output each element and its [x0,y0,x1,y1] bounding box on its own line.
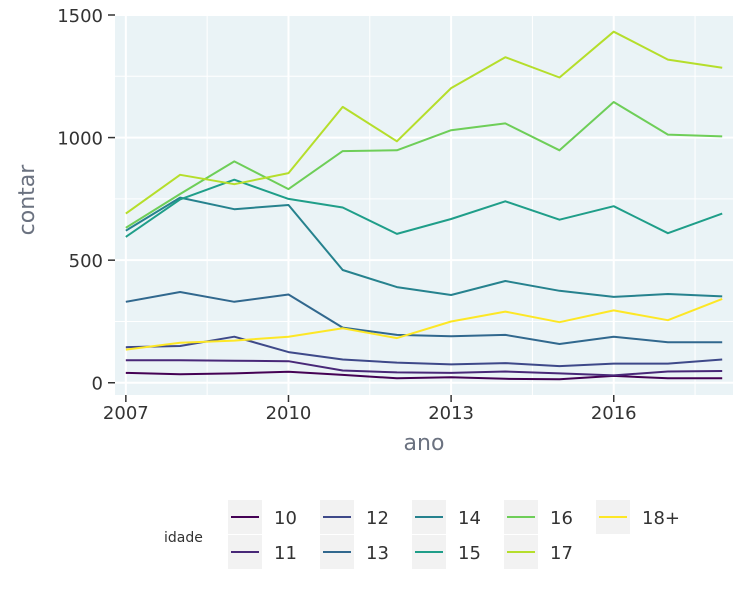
y-tick-label: 1000 [57,129,103,150]
legend-label: 16 [550,508,573,529]
series-lines [125,30,723,381]
y-tick-label: 1500 [57,6,103,27]
legend-label: 10 [274,508,297,529]
legend-label: 15 [458,543,481,564]
grid-minor [115,15,733,395]
x-tick-label: 2007 [103,403,149,424]
series-line-18+ [125,297,723,351]
x-axis-title: ano [404,431,445,456]
legend: 10 11 12 13 14 15 16 17 18+ [228,500,680,569]
legend-title: idade [164,530,203,546]
y-axis-title: contar [15,164,40,236]
x-tick-label: 2016 [591,403,637,424]
legend-label: 12 [366,508,389,529]
legend-label: 14 [458,508,481,529]
legend-label: 13 [366,543,389,564]
legend-label: 18+ [642,508,680,529]
legend-label: 11 [274,543,297,564]
series-line-12 [125,335,723,368]
y-tick-label: 0 [92,374,103,395]
series-line-17 [125,30,723,215]
x-tick-label: 2010 [266,403,312,424]
series-line-16 [125,101,723,229]
series-line-14 [125,196,723,298]
series-line-11 [125,359,723,377]
plot-panel [115,15,733,395]
legend-label: 17 [550,543,573,564]
series-line-10 [125,370,723,381]
y-axis: 0 500 1000 1500 [57,6,115,395]
x-axis: 2007 2010 2013 2016 [103,395,637,424]
x-tick-label: 2013 [428,403,474,424]
y-tick-label: 500 [69,251,103,272]
series-line-13 [125,291,723,345]
